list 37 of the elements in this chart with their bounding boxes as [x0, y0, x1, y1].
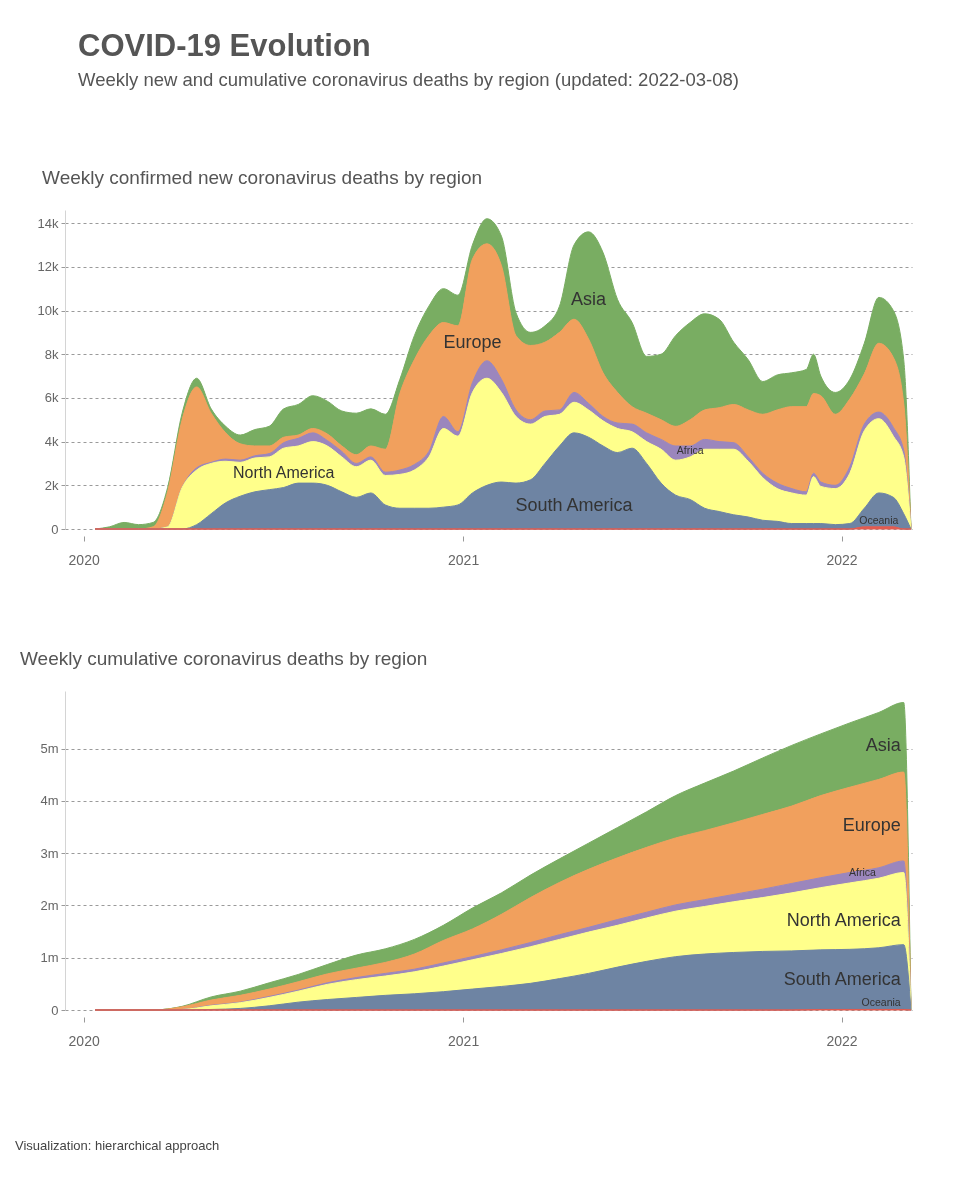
y-tick-label: 0 — [51, 1002, 59, 1018]
series-label: North America — [233, 463, 335, 481]
series-label: Africa — [676, 444, 704, 457]
x-tick-label: 2022 — [826, 1032, 858, 1049]
series-label: Asia — [865, 734, 902, 755]
text: COVID-19 Evolution — [78, 27, 371, 63]
series-label: Europe — [443, 332, 502, 353]
y-tick-label: 3m — [40, 845, 59, 861]
y-tick-label: 12k — [37, 259, 59, 275]
y-tick-label: 6k — [44, 390, 59, 406]
chart-title: Weekly cumulative coronavirus deaths by region — [20, 648, 428, 669]
y-tick-label: 4k — [44, 434, 59, 450]
y-tick-label: 14k — [37, 215, 59, 231]
x-tick-label: 2021 — [448, 1032, 480, 1049]
y-tick-label: 2k — [44, 477, 59, 493]
x-tick-label: 2021 — [448, 551, 480, 568]
y-tick-label: 1m — [40, 950, 59, 966]
series-label: Europe — [842, 814, 901, 835]
chart-title: Weekly confirmed new coronavirus deaths by region — [42, 167, 483, 188]
y-tick-label: 0 — [51, 521, 59, 537]
series-label: Oceania — [859, 513, 899, 526]
series-label: North America — [786, 909, 902, 930]
y-tick-label: 10k — [37, 303, 59, 319]
series-label: Africa — [848, 865, 876, 878]
y-tick-label: 2m — [40, 897, 59, 913]
x-tick-label: 2022 — [826, 551, 858, 568]
series-label: Oceania — [861, 996, 901, 1009]
text: Visualization: hierarchical approach — [15, 1138, 220, 1153]
series-label: Asia — [571, 288, 608, 309]
text: Weekly new and cumulative coronavirus deaths by region (updated: 2022-03-08) — [78, 68, 739, 90]
series-label: South America — [783, 969, 902, 990]
x-tick-label: 2020 — [68, 551, 100, 568]
y-tick-label: 4m — [40, 793, 59, 809]
x-tick-label: 2020 — [68, 1032, 100, 1049]
y-tick-label: 8k — [44, 346, 59, 362]
series-label: South America — [515, 495, 634, 516]
y-tick-label: 5m — [40, 741, 59, 757]
